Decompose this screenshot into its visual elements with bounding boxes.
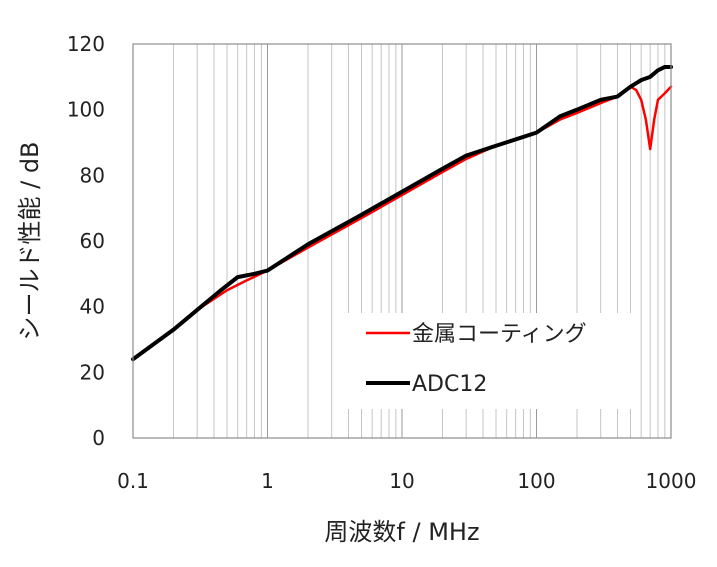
y-axis-title: シールド性能 / dB (16, 141, 44, 340)
x-tick-label: 10 (389, 469, 414, 493)
y-tick-label: 80 (80, 163, 105, 187)
x-tick-label: 100 (517, 469, 555, 493)
y-tick-label: 60 (80, 229, 105, 253)
x-tick-label: 0.1 (117, 469, 149, 493)
x-tick-label: 1000 (646, 469, 697, 493)
x-axis-ticks: 0.1 1 10 100 1000 (117, 469, 696, 493)
legend-background (347, 313, 637, 409)
series-line-adc12 (131, 64, 673, 362)
y-tick-label: 40 (80, 295, 105, 319)
legend-label-metal-coating: 金属コーティング (412, 322, 587, 347)
y-tick-label: 0 (92, 426, 105, 450)
series-layer (131, 64, 673, 362)
y-axis-ticks: 0 20 40 60 80 100 120 (67, 32, 105, 450)
legend: 金属コーティング ADC12 (347, 313, 637, 409)
y-tick-label: 120 (67, 32, 105, 56)
x-tick-label: 1 (261, 469, 274, 493)
x-axis-title: 周波数f / MHz (324, 518, 479, 546)
legend-label-adc12: ADC12 (412, 372, 487, 397)
y-tick-label: 20 (80, 360, 105, 384)
plot-frame (132, 43, 672, 439)
y-tick-label: 100 (67, 98, 105, 122)
